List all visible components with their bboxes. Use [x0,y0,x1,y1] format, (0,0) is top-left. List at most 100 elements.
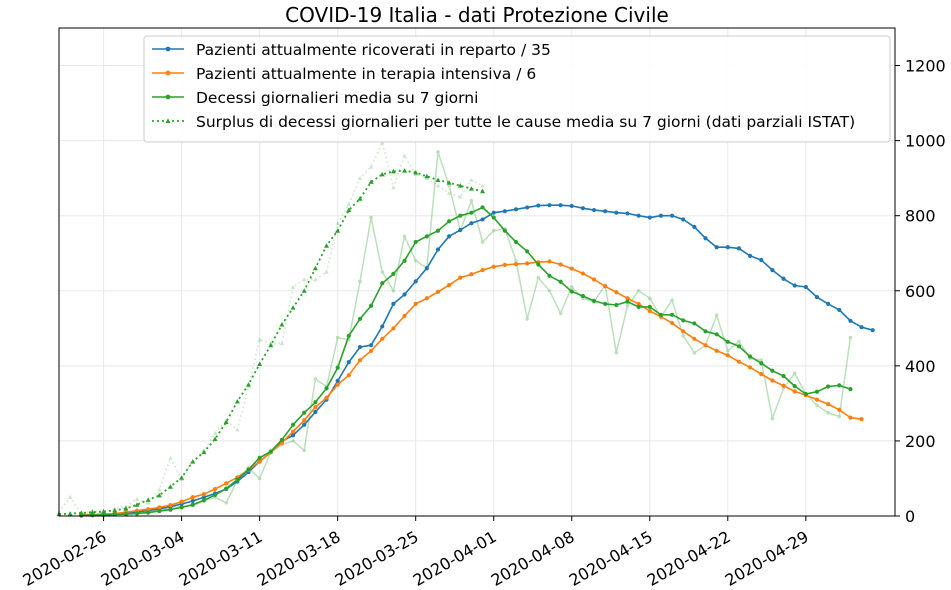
data-point [435,289,441,294]
data-point [224,501,228,505]
data-point [669,312,675,317]
data-point [469,210,474,215]
data-point [212,492,218,498]
data-point [357,344,363,350]
data-point [324,243,330,248]
data-point [89,509,95,515]
data-point [726,349,730,353]
data-point [670,298,674,302]
data-point [826,384,831,389]
data-point [224,486,229,491]
data-point [212,431,218,436]
data-point [357,196,363,201]
data-point [837,407,842,412]
legend-label: Pazienti attualmente ricoverati in repar… [196,41,551,59]
data-point [447,219,452,224]
data-point [525,249,530,254]
data-point [558,262,563,267]
data-point [146,510,151,515]
legend-marker [165,70,171,76]
data-point [302,277,307,282]
data-point [781,276,786,281]
data-point [201,449,207,455]
data-point [369,215,373,220]
data-point [123,505,129,511]
data-point [491,228,496,233]
data-point [402,153,407,158]
data-point [290,429,296,434]
data-point [625,299,630,304]
data-point [302,422,307,427]
data-point [201,498,207,503]
data-point [848,415,853,420]
data-point [190,502,195,507]
data-point [424,266,429,271]
series-line [81,151,852,516]
data-point [826,402,831,407]
data-point [257,337,262,342]
data-point [157,505,162,510]
data-point [647,304,652,310]
data-point [792,384,797,389]
data-point [201,492,207,497]
data-point [569,289,574,294]
data-point [157,509,162,514]
data-point [681,318,686,323]
data-point [803,284,808,290]
data-point [302,410,307,415]
data-point [636,213,641,218]
data-point [792,283,797,288]
data-point [814,389,820,394]
data-point [335,365,340,370]
data-point [480,183,485,188]
data-point [870,328,875,333]
data-point [458,275,463,280]
data-point [391,288,396,293]
data-point [447,183,451,188]
x-tick-label: 2020-03-25 [332,527,422,590]
data-point [357,316,363,322]
data-point [747,365,753,370]
data-point [435,183,441,188]
data-point [413,279,418,284]
data-point [290,433,296,438]
data-point [313,277,318,282]
data-point [279,437,285,442]
data-point [302,418,307,423]
data-point [67,495,73,499]
y-tick-label: 400 [905,357,936,376]
series-line [58,169,483,515]
data-point [179,499,184,504]
data-point [736,359,742,364]
data-point [614,350,619,355]
data-point [647,215,652,220]
data-point [491,210,496,215]
data-point [491,264,496,269]
data-point [580,271,585,276]
data-point [480,217,485,222]
data-point [525,317,529,321]
data-point [379,171,385,177]
data-point [614,302,619,308]
legend-label: Surplus di decessi giornalieri per tutte… [196,113,855,131]
data-point [369,343,374,348]
data-point [146,507,151,512]
data-point [669,213,675,218]
data-point [335,228,341,233]
data-point [636,304,641,310]
data-point [759,358,764,363]
data-point [257,459,262,464]
data-point [424,296,429,301]
data-point [781,383,786,388]
data-point [458,227,463,233]
y-tick-label: 600 [905,282,936,301]
series-1 [79,259,864,517]
data-point [358,279,362,284]
data-point [837,307,842,313]
data-point [669,320,675,326]
data-point [190,498,195,504]
data-point [636,301,641,307]
data-point [480,240,485,244]
data-point [792,389,797,394]
